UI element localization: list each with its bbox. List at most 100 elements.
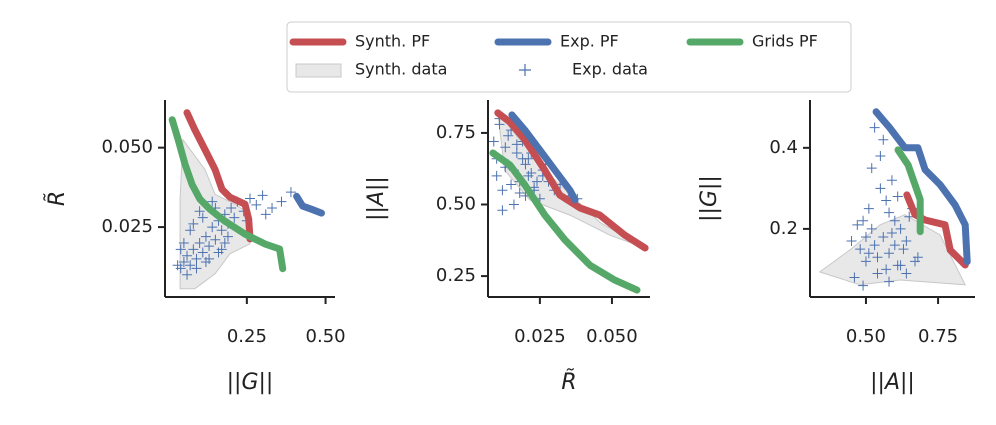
scatter-point [210,234,221,245]
scatter-point [532,176,543,187]
x-tick-label: 0.50 [306,326,346,347]
legend-label: Exp. data [572,60,648,79]
scatter-point [892,191,903,202]
scatter-point [185,260,196,271]
scatter-point [178,237,189,248]
front-line [872,108,971,266]
scatter-point [863,248,874,259]
y-tick-label: 0.2 [769,218,798,239]
scatter-point [188,244,199,255]
scatter-point [869,240,880,251]
legend-label: Exp. PF [560,32,619,51]
scatter-point [895,223,906,234]
x-tick-label: 0.025 [514,326,566,347]
scatter-point [185,225,196,236]
y-tick-label: 0.025 [101,216,153,237]
scatter-point [886,175,897,186]
scatter-point [197,247,208,258]
y-tick-label: 0.75 [436,122,476,143]
scatter-point [858,280,869,291]
scatter-point [245,193,255,204]
x-tick-label: 0.75 [918,326,958,347]
scatter-point [506,179,517,190]
scatter-point [267,203,278,214]
front-line [183,109,254,243]
scatter-point [884,207,895,218]
scatter-point [226,203,237,214]
legend-label: Synth. data [355,60,447,79]
y-axis-label: ||A|| [364,176,389,221]
scatter-point [197,212,208,223]
scatter-point [878,134,889,145]
scatter-point [200,231,211,242]
scatter-point [855,244,866,255]
scatter-point [511,147,522,158]
scatter-point [910,256,920,267]
scatter-point [207,196,218,207]
scatter-point [251,199,262,210]
scatter-point [875,183,886,194]
scatter-point [866,163,877,174]
scatter-point [216,225,227,236]
front-line [293,192,325,217]
scatter-point [213,247,224,258]
scatter-point [514,188,525,199]
scatter-point [257,190,268,201]
scatter-point [497,205,508,216]
scatter-point [194,206,205,217]
scatter-point [866,223,877,234]
scatter-point [175,244,186,255]
scatter-point [497,185,508,196]
y-axis-label: ||G|| [697,175,722,222]
scatter-point [511,139,522,150]
scatter-point [207,222,218,233]
scatter-point [204,241,215,252]
legend-swatch [519,64,531,76]
scatter-point [260,209,271,220]
scatter-point [852,219,863,230]
scatter-point [219,237,230,248]
scatter-point [200,257,211,268]
y-tick-label: 0.50 [436,194,476,215]
scatter-point [517,153,528,164]
x-axis-label: ||G|| [227,370,274,395]
scatter-point [898,244,909,255]
legend-label: Grids PF [752,32,818,51]
scatter-point [884,248,895,259]
scatter-point [520,159,531,170]
x-tick-label: 0.050 [586,326,638,347]
legend-swatch [295,63,342,78]
scatter-point [846,236,857,247]
scatter-point [229,212,240,223]
scatter-point [191,253,202,264]
scatter-point [901,236,912,247]
scatter-point [878,232,889,243]
front-line [903,191,969,269]
scatter-point [178,257,189,268]
scatter-point [276,196,287,207]
scatter-point [523,170,534,181]
scatter-point [503,130,514,141]
scatter-point [194,237,205,248]
scatter-point [863,203,874,214]
scatter-point [872,268,883,279]
scatter-point [860,232,871,243]
scatter-point [860,256,871,267]
scatter-point [508,199,519,210]
data-area [818,214,967,286]
y-tick-label: 0.4 [769,137,798,158]
legend-label: Synth. PF [355,32,430,51]
scatter-point [901,268,912,279]
x-tick-label: 0.50 [846,326,886,347]
scatter-point [188,218,199,229]
scatter-point [488,136,499,147]
scatter-point [175,263,186,274]
scatter-point [875,150,886,161]
scatter-point [285,187,296,198]
x-axis-label: ||A|| [870,370,915,395]
scatter-point [500,142,511,153]
y-tick-label: 0.25 [436,265,476,286]
scatter-point [889,215,900,226]
scatter-point [881,264,892,275]
